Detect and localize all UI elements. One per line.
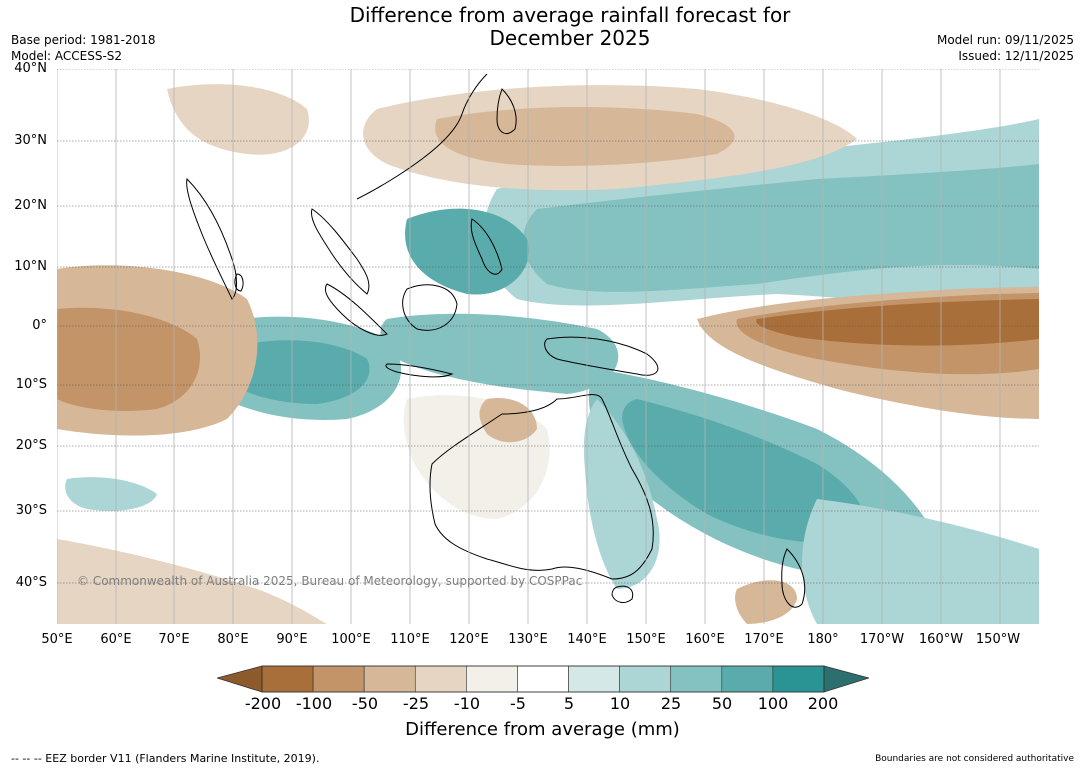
japan-coastline <box>496 88 517 134</box>
lon-label-150e: 150°E <box>626 632 666 647</box>
colorbar-label-neg25: -25 <box>402 694 430 713</box>
colorbar-label-50: 50 <box>711 694 733 713</box>
colorbar-cell <box>466 665 518 693</box>
colorbar-label-neg10: -10 <box>453 694 481 713</box>
issued-date: Issued: 12/11/2025 <box>958 49 1074 63</box>
colorbar-label-5: 5 <box>563 694 575 713</box>
colorbar-cell <box>312 665 365 693</box>
map-svg <box>57 69 1039 624</box>
colorbar-cell <box>619 665 672 693</box>
lat-label-10n: 10°N <box>14 259 47 274</box>
china-coastline <box>356 73 488 200</box>
lon-label-110e: 110°E <box>390 632 430 647</box>
tasmania-coastline <box>611 585 634 603</box>
colorbar-label-neg200: -200 <box>244 694 282 713</box>
lon-label-160w: 160°W <box>918 632 964 647</box>
wet-region-maritime-continent <box>380 313 619 394</box>
dry-region-nw-australia <box>479 398 537 443</box>
lon-gridlines <box>57 69 1001 624</box>
model-name: Model: ACCESS-S2 <box>11 49 123 63</box>
dry-region-arabian-core <box>57 307 201 411</box>
lon-label-170w: 170°W <box>859 632 905 647</box>
colorbar-cell <box>568 665 620 693</box>
dry-region-tibet <box>167 84 309 155</box>
lon-label-80e: 80°E <box>217 632 249 647</box>
colorbar-arrow-low <box>217 665 263 693</box>
colorbar <box>217 665 869 693</box>
chart-title: Difference from average rainfall forecas… <box>270 4 870 50</box>
boundary-disclaimer: Boundaries are not considered authoritat… <box>875 754 1074 764</box>
lat-label-40n: 40°N <box>14 61 47 76</box>
lon-label-120e: 120°E <box>449 632 489 647</box>
sri-lanka-coastline <box>234 273 244 292</box>
new-guinea-coastline <box>544 336 659 376</box>
new-zealand-coastline <box>781 548 806 608</box>
dry-region-east-asia-core <box>435 107 735 166</box>
colorbar-label-200: 200 <box>807 694 839 713</box>
colorbar-label-25: 25 <box>660 694 682 713</box>
lon-label-130e: 130°E <box>508 632 548 647</box>
lat-label-40s: 40°S <box>15 575 47 590</box>
wet-region-pacific-core <box>523 164 1039 292</box>
meta-right: Model run: 09/11/2025 Issued: 12/11/2025 <box>937 32 1074 64</box>
colorbar-label-100: 100 <box>757 694 789 713</box>
colorbar-label-neg50: -50 <box>351 694 379 713</box>
colorbar-cell <box>517 665 569 693</box>
lat-label-20s: 20°S <box>15 438 47 453</box>
lon-label-140e: 140°E <box>567 632 607 647</box>
copyright-text: © Commonwealth of Australia 2025, Bureau… <box>77 574 583 588</box>
colorbar-cell <box>414 665 467 693</box>
wet-region-australia-east <box>583 399 660 589</box>
colorbar-label-neg100: -100 <box>295 694 333 713</box>
dry-region-pacific-strong <box>756 299 1039 346</box>
colorbar-cell <box>721 665 774 693</box>
borneo-coastline <box>402 284 458 331</box>
colorbar-cells <box>261 665 825 693</box>
eez-footnote: -- -- -- EEZ border V11 (Flanders Marine… <box>11 752 320 765</box>
lat-label-30s: 30°S <box>15 503 47 518</box>
title-line1: Difference from average rainfall forecas… <box>349 3 791 27</box>
indochina-coastline <box>310 208 370 295</box>
colorbar-cell <box>363 665 416 693</box>
model-run: Model run: 09/11/2025 <box>936 33 1074 47</box>
lon-label-180: 180° <box>807 632 839 647</box>
lon-label-100e: 100°E <box>331 632 371 647</box>
rainfall-map: © Commonwealth of Australia 2025, Bureau… <box>57 69 1039 624</box>
australia-coastline <box>429 394 654 580</box>
lat-label-10s: 10°S <box>15 377 47 392</box>
lon-label-160e: 160°E <box>685 632 725 647</box>
wet-region-coral-core <box>622 399 865 543</box>
colorbar-label-10: 10 <box>609 694 631 713</box>
colorbar-title: Difference from average (mm) <box>405 719 680 740</box>
lon-label-70e: 70°E <box>158 632 190 647</box>
meta-left: Base period: 1981-2018 Model: ACCESS-S2 <box>11 32 156 64</box>
java-coastline <box>385 363 454 378</box>
india-coastline <box>186 177 237 300</box>
lat-label-20n: 20°N <box>14 198 47 213</box>
lon-label-50e: 50°E <box>41 632 73 647</box>
wet-region-south-indian <box>65 477 157 511</box>
colorbar-cell <box>261 665 314 693</box>
lat-label-0: 0° <box>32 318 47 333</box>
base-period: Base period: 1981-2018 <box>11 33 156 47</box>
wet-region-indian-core <box>219 340 370 404</box>
colorbar-cell <box>670 665 723 693</box>
wet-region-philippines <box>405 208 529 295</box>
wet-region-south-pacific <box>802 499 1039 624</box>
title-line2: December 2025 <box>489 26 651 50</box>
lon-label-60e: 60°E <box>100 632 132 647</box>
lon-label-90e: 90°E <box>276 632 308 647</box>
colorbar-label-neg5: -5 <box>510 694 526 713</box>
dry-region-new-zealand-sea <box>735 580 797 624</box>
coastlines <box>186 73 806 608</box>
dry-region-southern-ocean <box>57 539 327 624</box>
lon-label-150w: 150°W <box>975 632 1021 647</box>
philippines-coastline <box>470 218 503 275</box>
lat-label-30n: 30°N <box>14 133 47 148</box>
colorbar-arrow-high <box>823 665 869 693</box>
lon-label-170e: 170°E <box>744 632 784 647</box>
colorbar-cell <box>772 665 825 693</box>
sumatra-coastline <box>324 283 388 336</box>
